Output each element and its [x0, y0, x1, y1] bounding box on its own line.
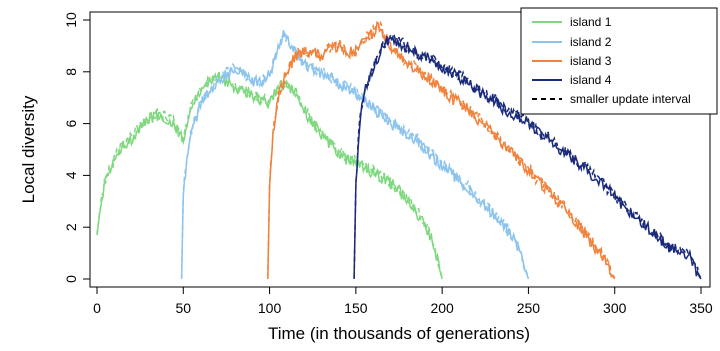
x-tick-label: 250: [517, 300, 541, 316]
series-dashed-island-2: [180, 30, 530, 278]
legend-label-island-2: island 2: [570, 35, 612, 49]
x-tick-label: 0: [93, 300, 101, 316]
y-tick-label: 2: [63, 223, 79, 231]
series-lines: [96, 20, 702, 280]
y-axis-title: Local diversity: [19, 95, 38, 203]
y-tick-label: 10: [63, 12, 79, 28]
legend-label-island-4: island 4: [570, 73, 612, 87]
legend-label-island-1: island 1: [570, 15, 612, 29]
plot-frame: [89, 11, 711, 288]
y-tick-label: 8: [63, 68, 79, 76]
series-line-island-2: [180, 29, 530, 280]
y-tick-label: 6: [63, 119, 79, 127]
series-line-island-3: [267, 20, 616, 280]
y-tick-label: 0: [63, 275, 79, 283]
legend-label-island-3: island 3: [570, 54, 612, 68]
x-tick-label: 200: [430, 300, 454, 316]
x-tick-label: 100: [258, 300, 282, 316]
x-tick-label: 150: [344, 300, 368, 316]
x-tick-label: 350: [689, 300, 713, 316]
series-line-island-4: [353, 34, 702, 280]
x-tick-label: 300: [603, 300, 627, 316]
series-line-island-1: [96, 72, 443, 280]
x-axis-title: Time (in thousands of generations): [268, 324, 530, 343]
y-tick-label: 4: [63, 171, 79, 179]
x-tick-label: 50: [175, 300, 191, 316]
legend-label-smaller-update-interval: smaller update interval: [570, 92, 691, 106]
legend: island 1 island 2 island 3 island 4 smal…: [520, 7, 718, 115]
axes: 0 50 100 150 200 250 300 350 0 2 4 6 8 10: [63, 11, 713, 316]
